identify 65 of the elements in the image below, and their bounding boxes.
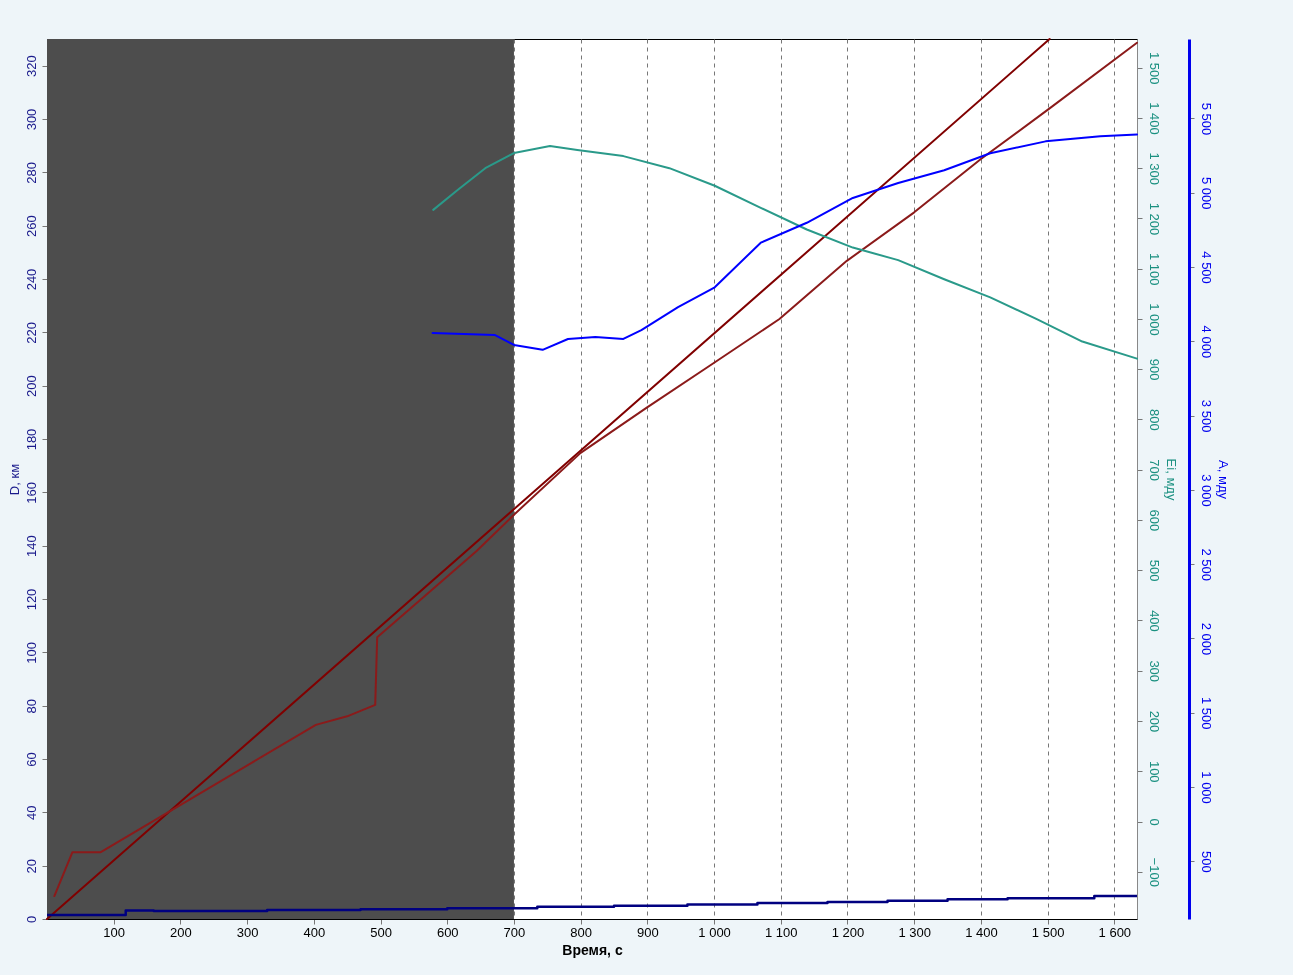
x-axis-title: Время, с [562,941,623,958]
y-tick-label: 180 [23,428,39,451]
y2-tick-label: 600 [1146,509,1162,532]
y-tick-label: 320 [23,55,39,78]
y-tick-label: 100 [23,641,39,664]
y2-tick-label: 1 100 [1146,252,1162,286]
x-tick-label: 800 [570,924,593,940]
x-tick-label: 400 [303,924,326,940]
x-tick-label: 1 500 [1031,924,1065,940]
y2-tick-label: 800 [1146,409,1162,431]
y2-tick-label: 300 [1146,660,1162,683]
y3-tick-label: 1 000 [1198,771,1214,804]
x-tick-label: 300 [236,924,259,940]
y-tick-label: 120 [23,588,39,611]
y2-tick-label: 400 [1146,610,1162,632]
y-tick-label: 240 [23,268,39,291]
y-tick-label: 80 [23,698,39,714]
y2-tick-label: 500 [1146,559,1162,582]
y2-tick-label: 1 500 [1146,51,1162,85]
y2-tick-label: −100 [1146,857,1162,887]
y3-tick-label: 2 000 [1198,622,1214,656]
y2-tick-label: 1 300 [1146,152,1162,185]
x-tick-label: 900 [637,924,659,940]
y2-tick-label: 900 [1146,358,1162,381]
y-tick-label: 140 [23,535,39,558]
y3-tick-label: 500 [1198,851,1214,873]
y-tick-label: 20 [23,858,39,874]
x-tick-label: 1 400 [965,924,998,940]
y-tick-label: 60 [23,752,39,767]
x-tick-label: 700 [503,924,526,940]
x-tick-label: 100 [103,924,126,940]
y-tick-label: 220 [23,321,39,344]
y3-tick-label: 1 500 [1198,697,1214,730]
y2-tick-label: 1 400 [1146,102,1162,135]
y2-tick-label: 0 [1146,818,1162,826]
y-tick-label: 280 [23,161,39,184]
y2-tick-label: 100 [1146,760,1162,783]
y3-tick-label: 2 500 [1198,548,1214,581]
y3-tick-label: 3 000 [1198,474,1214,507]
y-tick-label: 0 [23,915,39,924]
y3-tick-label: 5 000 [1198,177,1214,210]
y3-tick-label: 3 500 [1198,399,1214,433]
y-tick-label: 200 [23,375,39,398]
y2-tick-label: 700 [1146,459,1162,482]
x-tick-label: 1 100 [765,924,798,940]
y2-axis-title: Ei, мду [1163,458,1179,501]
y-tick-label: 40 [23,805,39,821]
y3-tick-label: 4 000 [1198,325,1214,359]
y3-tick-label: 5 500 [1198,102,1214,136]
y2-tick-label: 1 000 [1146,303,1162,336]
y3-axis-title: A, мду [1215,460,1231,500]
x-tick-label: 1 300 [898,924,931,940]
x-tick-label: 1 200 [831,924,865,940]
y3-tick-label: 4 500 [1198,251,1214,284]
y-tick-label: 260 [23,215,39,238]
y-tick-label: 160 [23,481,39,504]
x-tick-label: 1 000 [698,924,731,940]
y2-tick-label: 1 200 [1146,202,1162,236]
y2-tick-label: 200 [1146,710,1162,733]
x-tick-label: 200 [170,924,192,940]
x-tick-label: 600 [436,924,459,940]
x-tick-label: 500 [370,924,392,940]
x-tick-label: 1 600 [1098,924,1132,940]
y-tick-label: 300 [23,108,39,131]
y-axis-title: D, км [6,463,22,496]
